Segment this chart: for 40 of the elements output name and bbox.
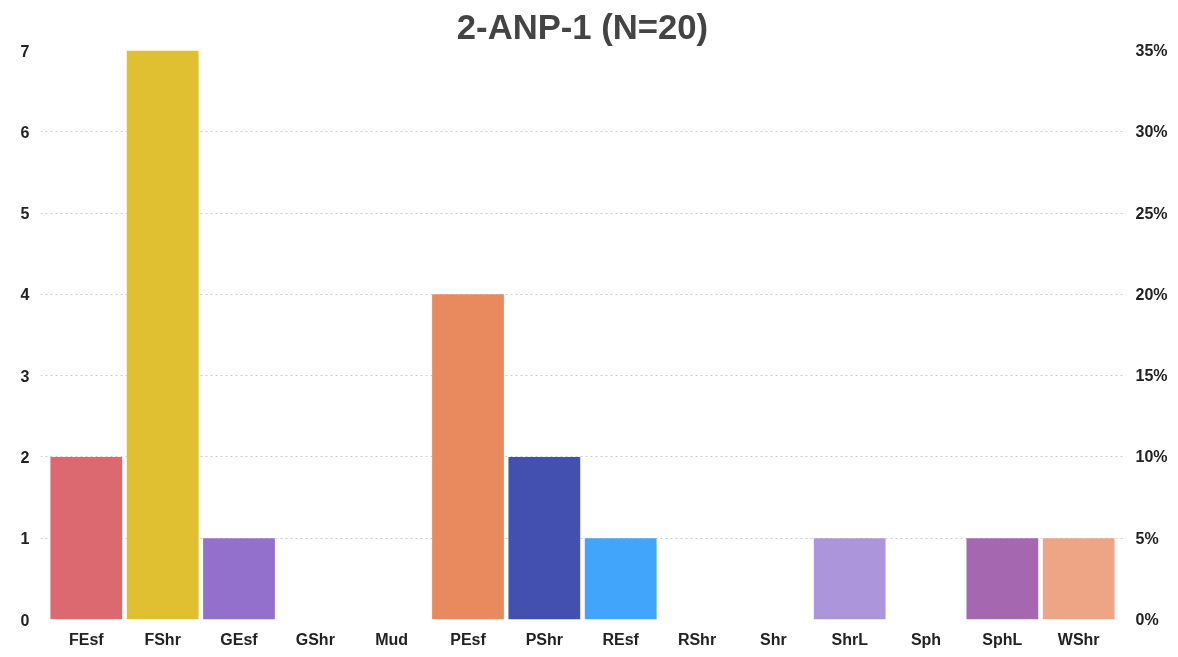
x-tick-label: ShrL — [831, 630, 869, 648]
x-tick-label: PEsf — [450, 630, 487, 648]
y2-tick-label: 25% — [1135, 204, 1168, 222]
x-tick-label: PShr — [525, 630, 563, 648]
y2-tick-label: 35% — [1135, 42, 1168, 59]
bar — [50, 456, 123, 620]
chart-title: 2-ANP-1 (N=20) — [456, 7, 709, 46]
y2-tick-label: 10% — [1135, 448, 1168, 466]
y-tick-label: 4 — [20, 286, 30, 304]
y-tick-label: 0 — [20, 611, 30, 629]
y-tick-label: 7 — [20, 42, 30, 60]
y-tick-label: 1 — [20, 530, 30, 548]
x-tick-label: GEsf — [220, 630, 259, 648]
y-tick-label: 3 — [20, 367, 30, 385]
x-tick-label: WShr — [1057, 630, 1100, 648]
x-tick-label: REsf — [602, 630, 640, 648]
bar — [126, 50, 199, 620]
bar — [813, 538, 886, 620]
bar — [203, 538, 275, 620]
y2-tick-label: 30% — [1135, 123, 1168, 141]
bar — [584, 538, 657, 620]
x-tick-label: Sph — [910, 630, 942, 648]
x-tick-label: RShr — [677, 630, 717, 648]
bar — [966, 538, 1039, 620]
x-tick-label: GShr — [295, 630, 335, 648]
x-tick-label: FEsf — [68, 630, 105, 648]
y2-tick-label: 15% — [1135, 367, 1168, 385]
y-tick-label: 6 — [20, 123, 30, 141]
y2-tick-label: 20% — [1135, 285, 1168, 303]
bar — [432, 294, 504, 620]
bar — [1042, 538, 1115, 620]
y-tick-label: 5 — [20, 205, 30, 223]
y2-tick-label: 5% — [1135, 529, 1159, 547]
x-tick-label: Mud — [375, 630, 409, 648]
y2-tick-label: 0% — [1135, 611, 1159, 628]
bar — [508, 456, 581, 620]
x-tick-label: SphL — [982, 630, 1023, 648]
x-tick-label: Shr — [760, 630, 787, 648]
x-tick-label: FShr — [144, 630, 181, 648]
y-tick-label: 2 — [20, 448, 30, 466]
